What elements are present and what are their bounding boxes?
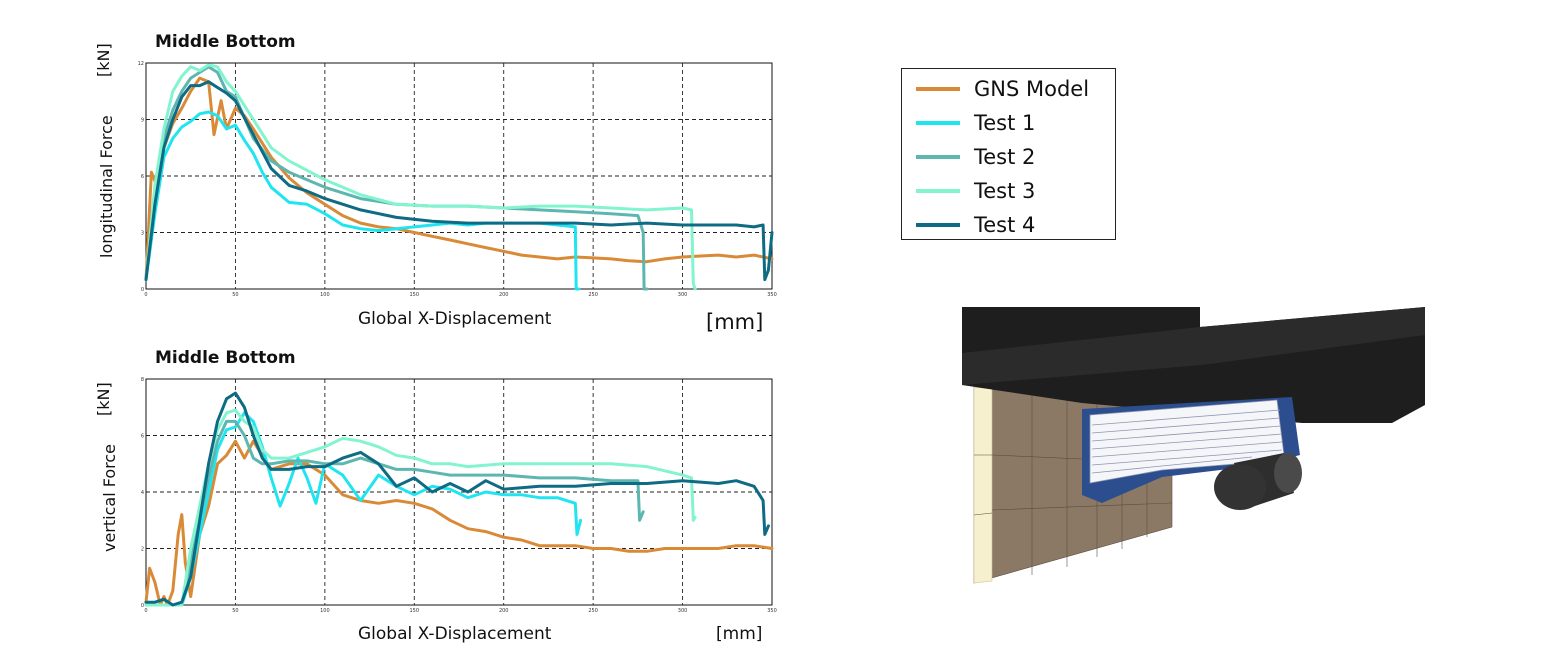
chart1-xtick-label: 250 bbox=[588, 292, 598, 298]
chart2-title: Middle Bottom bbox=[155, 348, 296, 368]
legend-label-test1: Test 1 bbox=[974, 111, 1036, 135]
chart2-ytick-label: 0 bbox=[141, 603, 144, 609]
chart2-plot: 0 50 100 150 200 250 300 350 0 2 4 6 8 bbox=[141, 377, 777, 614]
legend-swatch-test2 bbox=[916, 155, 960, 159]
chart1-xunit: [mm] bbox=[706, 310, 764, 334]
chart1-xtick-label: 300 bbox=[678, 292, 688, 298]
chart2-xtick-label: 100 bbox=[320, 608, 330, 614]
roller-cylinder bbox=[1214, 453, 1302, 510]
chart2-ytick-label: 8 bbox=[141, 377, 144, 383]
legend-swatch-test3 bbox=[916, 189, 960, 193]
chart2-xtick-label: 350 bbox=[767, 608, 777, 614]
chart2-xtick-label: 250 bbox=[588, 608, 598, 614]
chart1-xtick-label: 100 bbox=[320, 292, 330, 298]
chart1-ylabel-text: longitudinal Force bbox=[97, 115, 116, 258]
legend-label-gns: GNS Model bbox=[974, 77, 1090, 101]
chart1-series-test-3 bbox=[144, 63, 697, 291]
chart1-ytick-label: 6 bbox=[141, 174, 144, 180]
legend-label-test3: Test 3 bbox=[974, 179, 1036, 203]
legend-swatch-test4 bbox=[916, 223, 960, 227]
chart2-xtick-label: 300 bbox=[678, 608, 688, 614]
folded-layers bbox=[1089, 399, 1285, 484]
concrete-slab bbox=[962, 307, 1425, 423]
chart1-ytick-label: 0 bbox=[141, 287, 144, 293]
chart2-xtick-label: 50 bbox=[232, 608, 238, 614]
legend-item-gns: GNS Model bbox=[902, 72, 1115, 106]
chart2-xunit: [mm] bbox=[716, 624, 763, 644]
chart1-xlabel: Global X-Displacement bbox=[358, 309, 552, 329]
chart1-xtick-label: 200 bbox=[499, 292, 509, 298]
chart2-xlabel: Global X-Displacement bbox=[358, 624, 552, 644]
chart2-xtick-label: 200 bbox=[499, 608, 509, 614]
chart2-ytick-label: 6 bbox=[141, 434, 144, 440]
legend-swatch-gns bbox=[916, 87, 960, 91]
legend-item-test2: Test 2 bbox=[902, 140, 1115, 174]
chart1-ytick-label: 12 bbox=[138, 61, 144, 67]
chart2-ytick-label: 4 bbox=[141, 490, 144, 496]
chart1-ylabel: longitudinal Force bbox=[97, 115, 116, 258]
chart2-yunit: [kN] bbox=[94, 382, 113, 416]
chart2-xtick-label: 150 bbox=[410, 608, 420, 614]
legend-label-test4: Test 4 bbox=[974, 213, 1036, 237]
chart2-series-test-4 bbox=[144, 391, 770, 607]
legend: GNS Model Test 1 Test 2 Test 3 Test 4 bbox=[901, 68, 1116, 240]
chart1-xtick-label: 0 bbox=[144, 292, 147, 298]
chart1-xtick-label: 50 bbox=[232, 292, 238, 298]
chart2-ylabel: vertical Force bbox=[100, 444, 119, 552]
legend-label-test2: Test 2 bbox=[974, 145, 1036, 169]
chart1-series-test-2 bbox=[144, 65, 649, 291]
legend-item-test1: Test 1 bbox=[902, 106, 1115, 140]
chart1-plot: 0 50 100 150 200 250 300 350 0 3 6 9 12 bbox=[138, 61, 777, 298]
legend-item-test3: Test 3 bbox=[902, 174, 1115, 208]
chart1-title: Middle Bottom bbox=[155, 32, 296, 52]
chart1-ytick-label: 9 bbox=[141, 118, 144, 124]
fe-model-illustration bbox=[962, 307, 1425, 584]
chart2-ylabel-text: vertical Force bbox=[100, 443, 119, 552]
legend-swatch-test1 bbox=[916, 121, 960, 125]
chart2-series-test-1 bbox=[144, 411, 583, 607]
chart1-series-test-4 bbox=[144, 80, 774, 282]
chart2-xtick-label: 0 bbox=[144, 608, 147, 614]
chart2-ytick-label: 2 bbox=[141, 547, 144, 553]
chart1-xtick-label: 150 bbox=[410, 292, 420, 298]
chart1-ytick-label: 3 bbox=[141, 231, 144, 237]
legend-item-test4: Test 4 bbox=[902, 208, 1115, 242]
chart1-xtick-label: 350 bbox=[767, 292, 777, 298]
chart1-yunit: [kN] bbox=[94, 43, 113, 77]
